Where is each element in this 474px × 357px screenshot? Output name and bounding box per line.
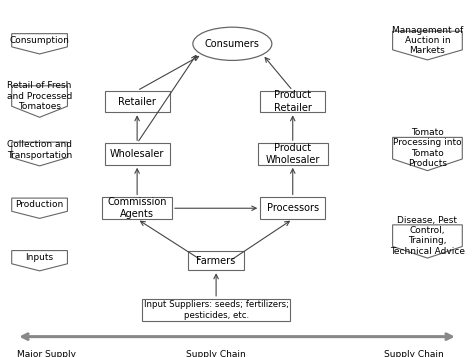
Polygon shape: [12, 198, 67, 218]
Text: Processors: Processors: [267, 203, 319, 213]
Text: Product
Wholesaler: Product Wholesaler: [265, 143, 320, 165]
Text: Retailer: Retailer: [118, 96, 156, 106]
Polygon shape: [392, 31, 462, 60]
Polygon shape: [12, 251, 67, 271]
Polygon shape: [392, 225, 462, 258]
Text: Farmers: Farmers: [196, 256, 236, 266]
Bar: [260, 91, 325, 112]
Polygon shape: [12, 142, 67, 166]
Ellipse shape: [193, 27, 272, 60]
Bar: [142, 299, 291, 321]
Text: Collection and
Transportation: Collection and Transportation: [7, 140, 72, 160]
Text: Consumers: Consumers: [205, 39, 260, 49]
Text: Input Suppliers: seeds; fertilizers;
pesticides, etc.: Input Suppliers: seeds; fertilizers; pes…: [144, 300, 289, 320]
Text: Tomato
Processing into
Tomato
Products: Tomato Processing into Tomato Products: [393, 128, 462, 168]
Bar: [188, 251, 244, 270]
Bar: [258, 143, 328, 165]
Text: Wholesaler: Wholesaler: [110, 149, 164, 159]
Text: Management of
Auction in
Markets: Management of Auction in Markets: [392, 26, 463, 55]
Polygon shape: [12, 34, 67, 54]
Text: Consumption: Consumption: [9, 36, 70, 45]
Polygon shape: [12, 86, 67, 117]
Text: Disease, Pest
Control,
Training,
Technical Advice: Disease, Pest Control, Training, Technic…: [390, 216, 465, 256]
Bar: [260, 197, 325, 219]
Text: Major Supply
Chain Functions: Major Supply Chain Functions: [10, 350, 82, 357]
Text: Commission
Agents: Commission Agents: [108, 197, 167, 220]
Polygon shape: [392, 137, 462, 171]
Bar: [105, 91, 170, 112]
Text: Inputs: Inputs: [26, 253, 54, 262]
Text: Retail of Fresh
and Processed
Tomatoes: Retail of Fresh and Processed Tomatoes: [7, 81, 72, 111]
Text: Supply Chain
Promoters: Supply Chain Promoters: [383, 350, 443, 357]
Text: Product
Retailer: Product Retailer: [274, 90, 312, 113]
Bar: [105, 143, 170, 165]
Text: Production: Production: [16, 200, 64, 209]
Text: Supply Chain
Operators: Supply Chain Operators: [186, 350, 246, 357]
Bar: [102, 197, 172, 219]
